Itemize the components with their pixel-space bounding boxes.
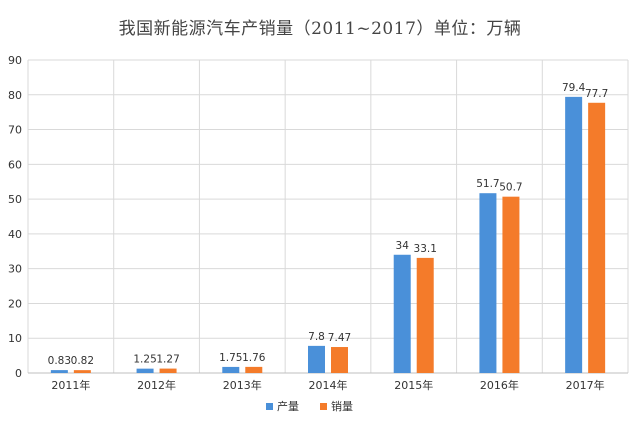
bar (479, 193, 497, 373)
data-label: 1.27 (156, 354, 179, 366)
y-tick-label: 20 (8, 297, 22, 310)
data-label: 77.7 (585, 88, 608, 100)
data-label: 34 (396, 240, 410, 252)
y-tick-label: 50 (8, 193, 22, 206)
bar (159, 368, 177, 373)
bar (393, 254, 411, 373)
bar (136, 368, 154, 373)
bar (222, 366, 240, 373)
bar (50, 370, 68, 373)
x-tick-label: 2011年 (51, 378, 90, 392)
data-label: 1.25 (133, 354, 156, 366)
bar (416, 257, 434, 373)
y-tick-label: 10 (8, 332, 22, 345)
y-tick-label: 0 (15, 367, 22, 380)
y-tick-label: 90 (8, 54, 22, 67)
bar (245, 366, 263, 373)
data-label: 1.75 (219, 352, 242, 364)
x-tick-label: 2015年 (394, 378, 433, 392)
x-tick-label: 2016年 (480, 378, 519, 392)
bar (331, 347, 348, 373)
x-tick-label: 2012年 (137, 378, 176, 392)
legend-label: 销量 (331, 399, 353, 413)
data-label: 1.76 (242, 352, 266, 364)
bar (502, 196, 520, 373)
chart-title: 我国新能源汽车产销量（2011~2017）单位：万辆 (118, 19, 522, 39)
x-tick-label: 2017年 (566, 378, 605, 392)
legend-label: 产量 (277, 399, 299, 413)
bar (308, 345, 325, 373)
bar (565, 96, 583, 373)
data-label: 51.7 (476, 178, 499, 190)
data-label: 79.4 (562, 82, 586, 94)
bar (73, 370, 91, 373)
legend-swatch (266, 403, 273, 410)
data-label: 33.1 (414, 243, 437, 255)
y-tick-label: 30 (8, 263, 22, 276)
data-label: 0.82 (71, 355, 94, 367)
y-tick-label: 60 (8, 158, 22, 171)
y-tick-label: 40 (8, 228, 22, 241)
x-tick-label: 2013年 (223, 378, 262, 392)
y-tick-label: 80 (8, 89, 22, 102)
y-tick-label: 70 (8, 124, 22, 137)
bar (588, 102, 606, 373)
legend-swatch (320, 403, 327, 410)
data-label: 7.47 (328, 332, 351, 344)
data-label: 50.7 (499, 182, 522, 194)
x-tick-label: 2014年 (309, 378, 348, 392)
data-label: 7.8 (308, 331, 325, 343)
data-label: 0.83 (48, 355, 71, 367)
